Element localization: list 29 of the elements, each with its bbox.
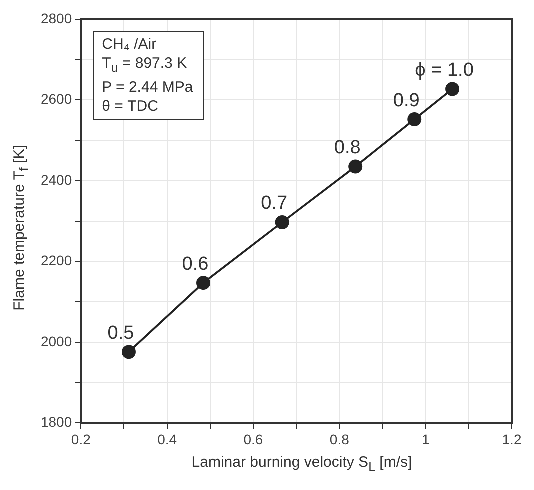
point xyxy=(446,82,460,96)
annotation: P = 2.44 MPa xyxy=(102,78,194,98)
point xyxy=(348,160,363,174)
y-tick-label: 2200 xyxy=(40,252,72,269)
x-tick-label: 0.6 xyxy=(244,431,264,448)
point xyxy=(122,345,136,360)
y-tick-label: 2400 xyxy=(40,172,72,188)
annotation: 0.5 xyxy=(108,322,134,344)
y-tick-label: 2600 xyxy=(40,91,72,108)
point xyxy=(408,112,422,127)
annotation: T$_{u}$ = 897.3 K xyxy=(102,54,188,78)
y-tick-label: 2000 xyxy=(40,333,72,350)
x-tick-label: 0.8 xyxy=(330,431,350,448)
point xyxy=(196,276,211,290)
annotation: θ = TDC xyxy=(102,97,160,116)
y-tick-label: 2800 xyxy=(40,10,72,26)
annotation: CH₄ /Air xyxy=(102,35,158,54)
annotation: ϕ = 1.0 xyxy=(415,60,474,81)
annotation: 0.8 xyxy=(334,138,361,159)
x-tick-label: 0.4 xyxy=(158,431,178,448)
x-axis-title: Laminar burning velocity S$_{L}$ [m/s] xyxy=(190,454,414,474)
x-tick-label: 1.2 xyxy=(502,431,522,448)
annotation: 0.6 xyxy=(182,254,209,275)
y-tick-label: 1800 xyxy=(40,414,72,430)
x-tick-label: 1 xyxy=(422,431,430,448)
point xyxy=(275,216,290,230)
annotation: 0.7 xyxy=(261,193,288,214)
annotation: 0.9 xyxy=(393,90,420,112)
x-tick-label: 0.2 xyxy=(71,431,92,448)
